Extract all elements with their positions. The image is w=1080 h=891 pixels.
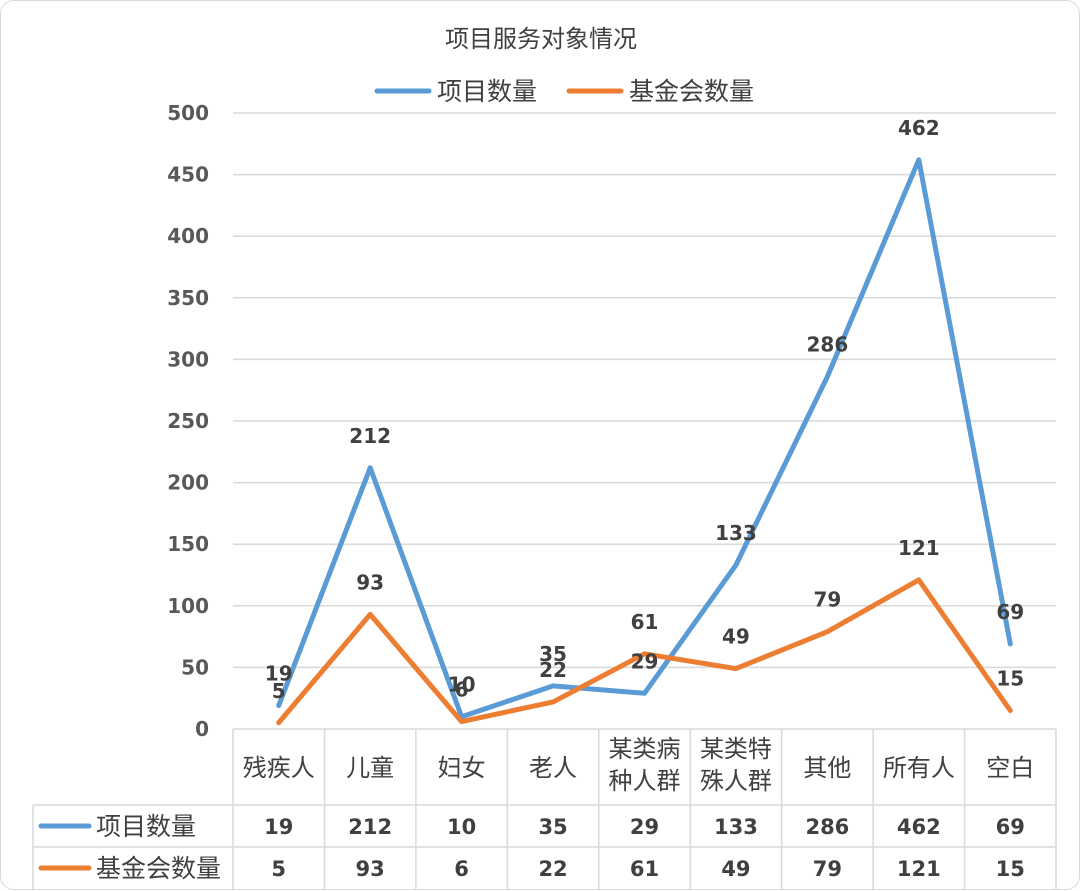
category-label: 种人群 — [609, 767, 681, 795]
table-cell-value: 15 — [996, 857, 1025, 881]
data-label-0: 19 — [265, 662, 293, 686]
table-cell-value: 93 — [356, 857, 385, 881]
category-label: 殊人群 — [700, 767, 772, 795]
data-label-0: 462 — [898, 116, 940, 140]
y-tick-label: 0 — [195, 717, 209, 741]
y-tick-label: 150 — [167, 532, 209, 556]
series-line-0 — [276, 157, 1013, 720]
table-cell-value: 121 — [897, 857, 941, 881]
table-cell-value: 22 — [538, 857, 567, 881]
data-label-1: 6 — [455, 678, 469, 702]
category-label: 所有人 — [883, 754, 955, 782]
chart-title: 项目服务对象情况 — [445, 25, 637, 53]
data-label-1: 15 — [996, 667, 1024, 691]
data-label-1: 79 — [813, 588, 841, 612]
y-tick-label: 200 — [167, 471, 209, 495]
data-label-0: 29 — [631, 649, 659, 673]
table-cell-value: 79 — [813, 857, 842, 881]
y-tick-label: 400 — [167, 224, 209, 248]
data-label-0: 10 — [448, 673, 476, 697]
data-label-1: 61 — [631, 610, 659, 634]
data-label-1: 22 — [539, 658, 567, 682]
category-label: 残疾人 — [243, 754, 315, 782]
data-label-0: 133 — [715, 521, 757, 545]
table-cell-value: 49 — [721, 857, 750, 881]
y-tick-label: 300 — [167, 347, 209, 371]
data-label-1: 5 — [272, 679, 286, 703]
category-label: 儿童 — [346, 754, 394, 782]
table-cell-value: 19 — [264, 815, 293, 839]
table-cell-value: 6 — [454, 857, 469, 881]
y-tick-label: 500 — [167, 101, 209, 125]
table-cell-value: 29 — [630, 815, 659, 839]
data-label-0: 35 — [539, 642, 567, 666]
y-tick-label: 450 — [167, 163, 209, 187]
table-cell-value: 286 — [805, 815, 849, 839]
category-label: 空白 — [986, 754, 1034, 782]
table-series-label-0: 项目数量 — [96, 812, 196, 841]
table-cell-value: 133 — [714, 815, 758, 839]
table-cell-value: 35 — [538, 815, 567, 839]
data-label-0: 69 — [996, 600, 1024, 624]
series-line-1 — [276, 577, 1013, 726]
category-label: 妇女 — [438, 754, 486, 782]
data-label-1: 49 — [722, 625, 750, 649]
y-tick-label: 350 — [167, 286, 209, 310]
table-cell-value: 462 — [897, 815, 941, 839]
y-tick-label: 50 — [181, 655, 209, 679]
table-cell-value: 10 — [447, 815, 476, 839]
table-cell-value: 212 — [348, 815, 392, 839]
data-label-0: 212 — [349, 424, 391, 448]
category-label: 某类病 — [609, 735, 681, 763]
table-cell-value: 69 — [996, 815, 1025, 839]
legend-label-1: 基金会数量 — [629, 77, 754, 106]
legend-label-0: 项目数量 — [437, 77, 537, 106]
y-tick-label: 250 — [167, 409, 209, 433]
category-label: 某类特 — [700, 735, 772, 763]
data-label-0: 286 — [807, 333, 849, 357]
data-label-1: 93 — [356, 570, 384, 594]
data-label-1: 121 — [898, 536, 940, 560]
category-label: 其他 — [803, 754, 851, 782]
table-cell-value: 5 — [271, 857, 286, 881]
table-cell-value: 61 — [630, 857, 659, 881]
category-label: 老人 — [529, 754, 577, 782]
table-series-label-1: 基金会数量 — [96, 854, 221, 883]
y-tick-label: 100 — [167, 594, 209, 618]
